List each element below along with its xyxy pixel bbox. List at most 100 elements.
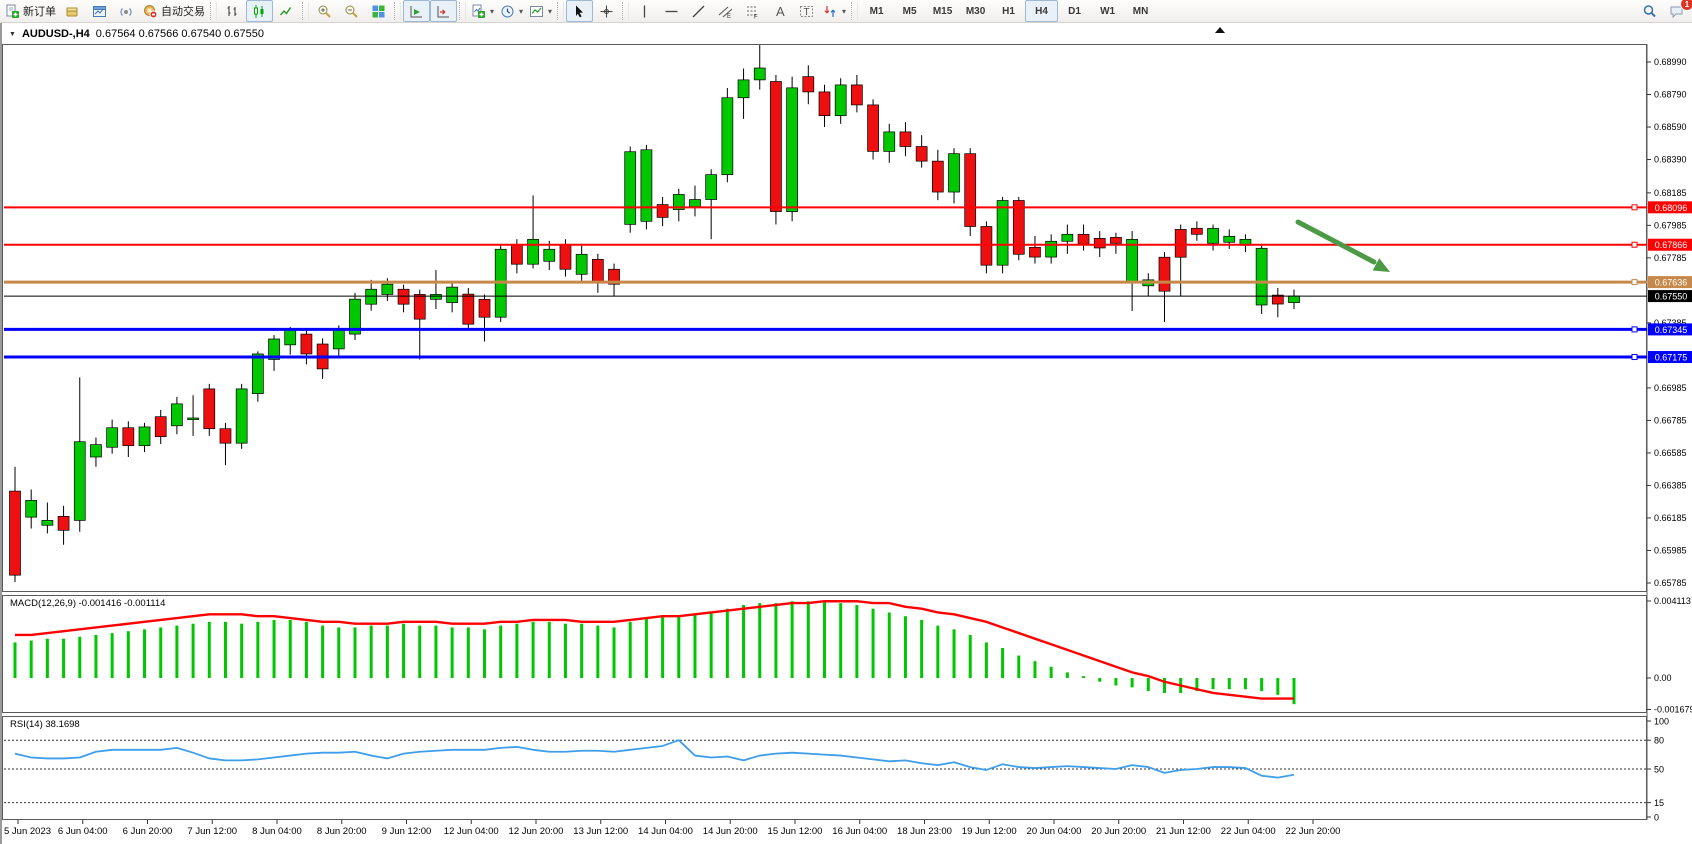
candle (187, 417, 199, 420)
line-anchor[interactable] (1631, 326, 1638, 333)
candle (1126, 238, 1138, 284)
fibonacci-button[interactable]: F (739, 0, 766, 22)
candle (608, 268, 620, 285)
auto-scroll-button[interactable] (403, 0, 430, 22)
tile-windows-button[interactable] (365, 0, 392, 22)
candle (1029, 246, 1041, 258)
line-anchor[interactable] (1631, 204, 1638, 211)
horizontal-line-button[interactable] (658, 0, 685, 22)
svg-text:15: 15 (1654, 798, 1664, 808)
timeframe-m1-button[interactable]: M1 (869, 5, 884, 17)
notification-badge: 1 (1680, 0, 1692, 11)
timeframe-d1-button[interactable]: D1 (1068, 5, 1081, 17)
zoom-out-button[interactable] (338, 0, 365, 22)
collapse-panel-icon[interactable]: ▼ (9, 30, 16, 38)
cursor-button[interactable] (566, 0, 594, 22)
clock-icon (500, 4, 515, 19)
candle (543, 248, 556, 262)
svg-text:0.67985: 0.67985 (1654, 220, 1687, 230)
market-watch-button[interactable] (86, 0, 113, 22)
timeframe-w1-button[interactable]: W1 (1100, 5, 1116, 17)
timeframe-m15-button[interactable]: M15 (932, 5, 953, 17)
toolbar-separator (302, 2, 309, 20)
line-anchor[interactable] (1631, 354, 1638, 361)
toolbar-group-pointer (566, 0, 620, 22)
candle (1255, 247, 1268, 306)
candle (786, 87, 798, 212)
candles-layer[interactable] (9, 45, 1300, 583)
vertical-line-icon (637, 4, 652, 19)
level-lines-layer[interactable]: 0.68096 0.67866 0.67636 0.67550 0.67345 0.671… (4, 201, 1692, 364)
templates-button[interactable]: ▾ (526, 0, 555, 22)
search-button[interactable] (1636, 0, 1663, 22)
algo-trading-button[interactable]: 自动交易 (140, 0, 208, 22)
trendline-icon (691, 4, 706, 19)
toolbar-separator (459, 2, 466, 20)
candle (1093, 238, 1106, 249)
timeframe-m5-button[interactable]: M5 (902, 5, 917, 17)
price-axis-ticks: 0.68990 0.68790 0.68590 0.68390 0.68185 0.679… (1647, 57, 1687, 588)
periods-button[interactable]: ▾ (497, 0, 526, 22)
rsi-line (14, 739, 1295, 779)
notifications-button[interactable]: 1 (1663, 0, 1692, 22)
candlestick-button[interactable] (246, 0, 273, 22)
candle (770, 81, 782, 212)
candle (1223, 235, 1236, 243)
arrows-icon (823, 4, 838, 19)
timeframe-h1-button[interactable]: H1 (1002, 5, 1015, 17)
time-axis[interactable]: 5 Jun 2023 6 Jun 04:00 6 Jun 20:00 7 Jun 12… (4, 820, 1340, 837)
text-icon: A (772, 4, 787, 19)
svg-text:0.65785: 0.65785 (1654, 578, 1687, 588)
rsi-panel[interactable]: RSI(14) 38.1698 100 80 50 15 0 (4, 717, 1669, 823)
cursor-icon (572, 4, 587, 19)
toolbar-group-objects: E F A T ▾ (631, 0, 849, 22)
chart-window[interactable]: ▼ AUDUSD-,H4 0.67564 0.67566 0.67540 0.6… (0, 23, 1692, 844)
toolbar: 新订单 自动交易 ▾ ▾ ▾ E F A T ▾ M1 M5 M15 M30 H1 H4 D1 W1 MN 1 (0, 0, 1692, 23)
svg-text:0.004113: 0.004113 (1654, 596, 1691, 606)
candle (948, 153, 960, 193)
toolbar-group-chart-type (219, 0, 300, 22)
price-chart[interactable]: 0.68990 0.68790 0.68590 0.68390 0.68185 0.679… (2, 23, 1692, 844)
navigator-button[interactable] (113, 0, 140, 22)
line-anchor[interactable] (1631, 241, 1638, 248)
line-anchor[interactable] (1631, 279, 1638, 286)
new-order-button[interactable]: 新订单 (2, 0, 59, 22)
svg-text:8 Jun 04:00: 8 Jun 04:00 (252, 826, 302, 837)
search-icon (1642, 4, 1657, 19)
timeframe-mn-button[interactable]: MN (1132, 5, 1149, 17)
chart-shift-marker-icon[interactable] (1215, 27, 1225, 33)
svg-text:0.67785: 0.67785 (1654, 253, 1687, 263)
chart-shift-button[interactable] (430, 0, 457, 22)
candle (753, 67, 766, 81)
text-button[interactable]: A (766, 0, 793, 22)
trendline-button[interactable] (685, 0, 712, 22)
equidistant-channel-button[interactable]: E (712, 0, 739, 22)
svg-text:-0.001679: -0.001679 (1654, 704, 1692, 714)
candlestick-icon (252, 4, 267, 19)
label-icon: T (799, 4, 814, 19)
trend-arrow-annotation[interactable] (1295, 219, 1390, 272)
tile-windows-icon (371, 4, 386, 19)
zoom-in-button[interactable] (311, 0, 338, 22)
bar-chart-button[interactable] (219, 0, 246, 22)
vertical-line-button[interactable] (631, 0, 658, 22)
timeframe-m30-button[interactable]: M30 (965, 5, 986, 17)
svg-text:19 Jun 12:00: 19 Jun 12:00 (962, 826, 1017, 837)
new-chart-button[interactable] (59, 0, 86, 22)
chevron-down-icon: ▾ (548, 6, 553, 16)
candle (90, 444, 102, 458)
candle (284, 328, 297, 346)
timeframe-h4-button[interactable]: H4 (1025, 0, 1059, 22)
chart-cube-icon (65, 4, 80, 19)
svg-text:0.66585: 0.66585 (1654, 448, 1687, 458)
toolbar-group-scroll (403, 0, 457, 22)
candle (672, 194, 685, 210)
candle (154, 416, 167, 438)
line-chart-button[interactable] (273, 0, 300, 22)
crosshair-button[interactable] (593, 0, 620, 22)
svg-text:9 Jun 12:00: 9 Jun 12:00 (382, 826, 432, 837)
arrows-button[interactable]: ▾ (820, 0, 849, 22)
macd-panel[interactable]: MACD(12,26,9) -0.001416 -0.001114 0.00411… (10, 596, 1692, 714)
indicators-button[interactable]: ▾ (468, 0, 497, 22)
label-button[interactable]: T (793, 0, 820, 22)
